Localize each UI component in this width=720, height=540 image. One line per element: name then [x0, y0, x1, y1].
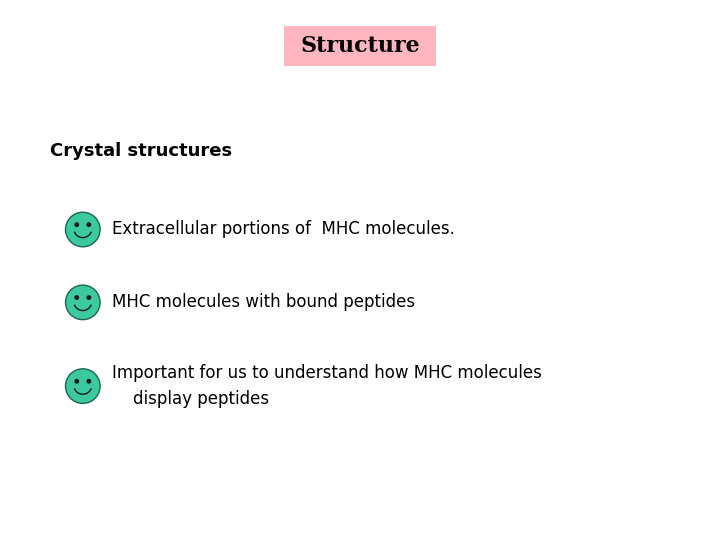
- Ellipse shape: [66, 369, 100, 403]
- Text: MHC molecules with bound peptides: MHC molecules with bound peptides: [112, 293, 415, 312]
- Ellipse shape: [66, 285, 100, 320]
- Ellipse shape: [74, 295, 79, 300]
- Ellipse shape: [66, 212, 100, 247]
- Text: Extracellular portions of  MHC molecules.: Extracellular portions of MHC molecules.: [112, 220, 454, 239]
- Ellipse shape: [86, 379, 91, 384]
- Ellipse shape: [86, 295, 91, 300]
- Ellipse shape: [86, 222, 91, 227]
- Ellipse shape: [74, 222, 79, 227]
- Text: Structure: Structure: [300, 35, 420, 57]
- FancyBboxPatch shape: [284, 25, 436, 66]
- Ellipse shape: [74, 379, 79, 384]
- Text: Crystal structures: Crystal structures: [50, 142, 233, 160]
- Text: Important for us to understand how MHC molecules
    display peptides: Important for us to understand how MHC m…: [112, 364, 541, 408]
